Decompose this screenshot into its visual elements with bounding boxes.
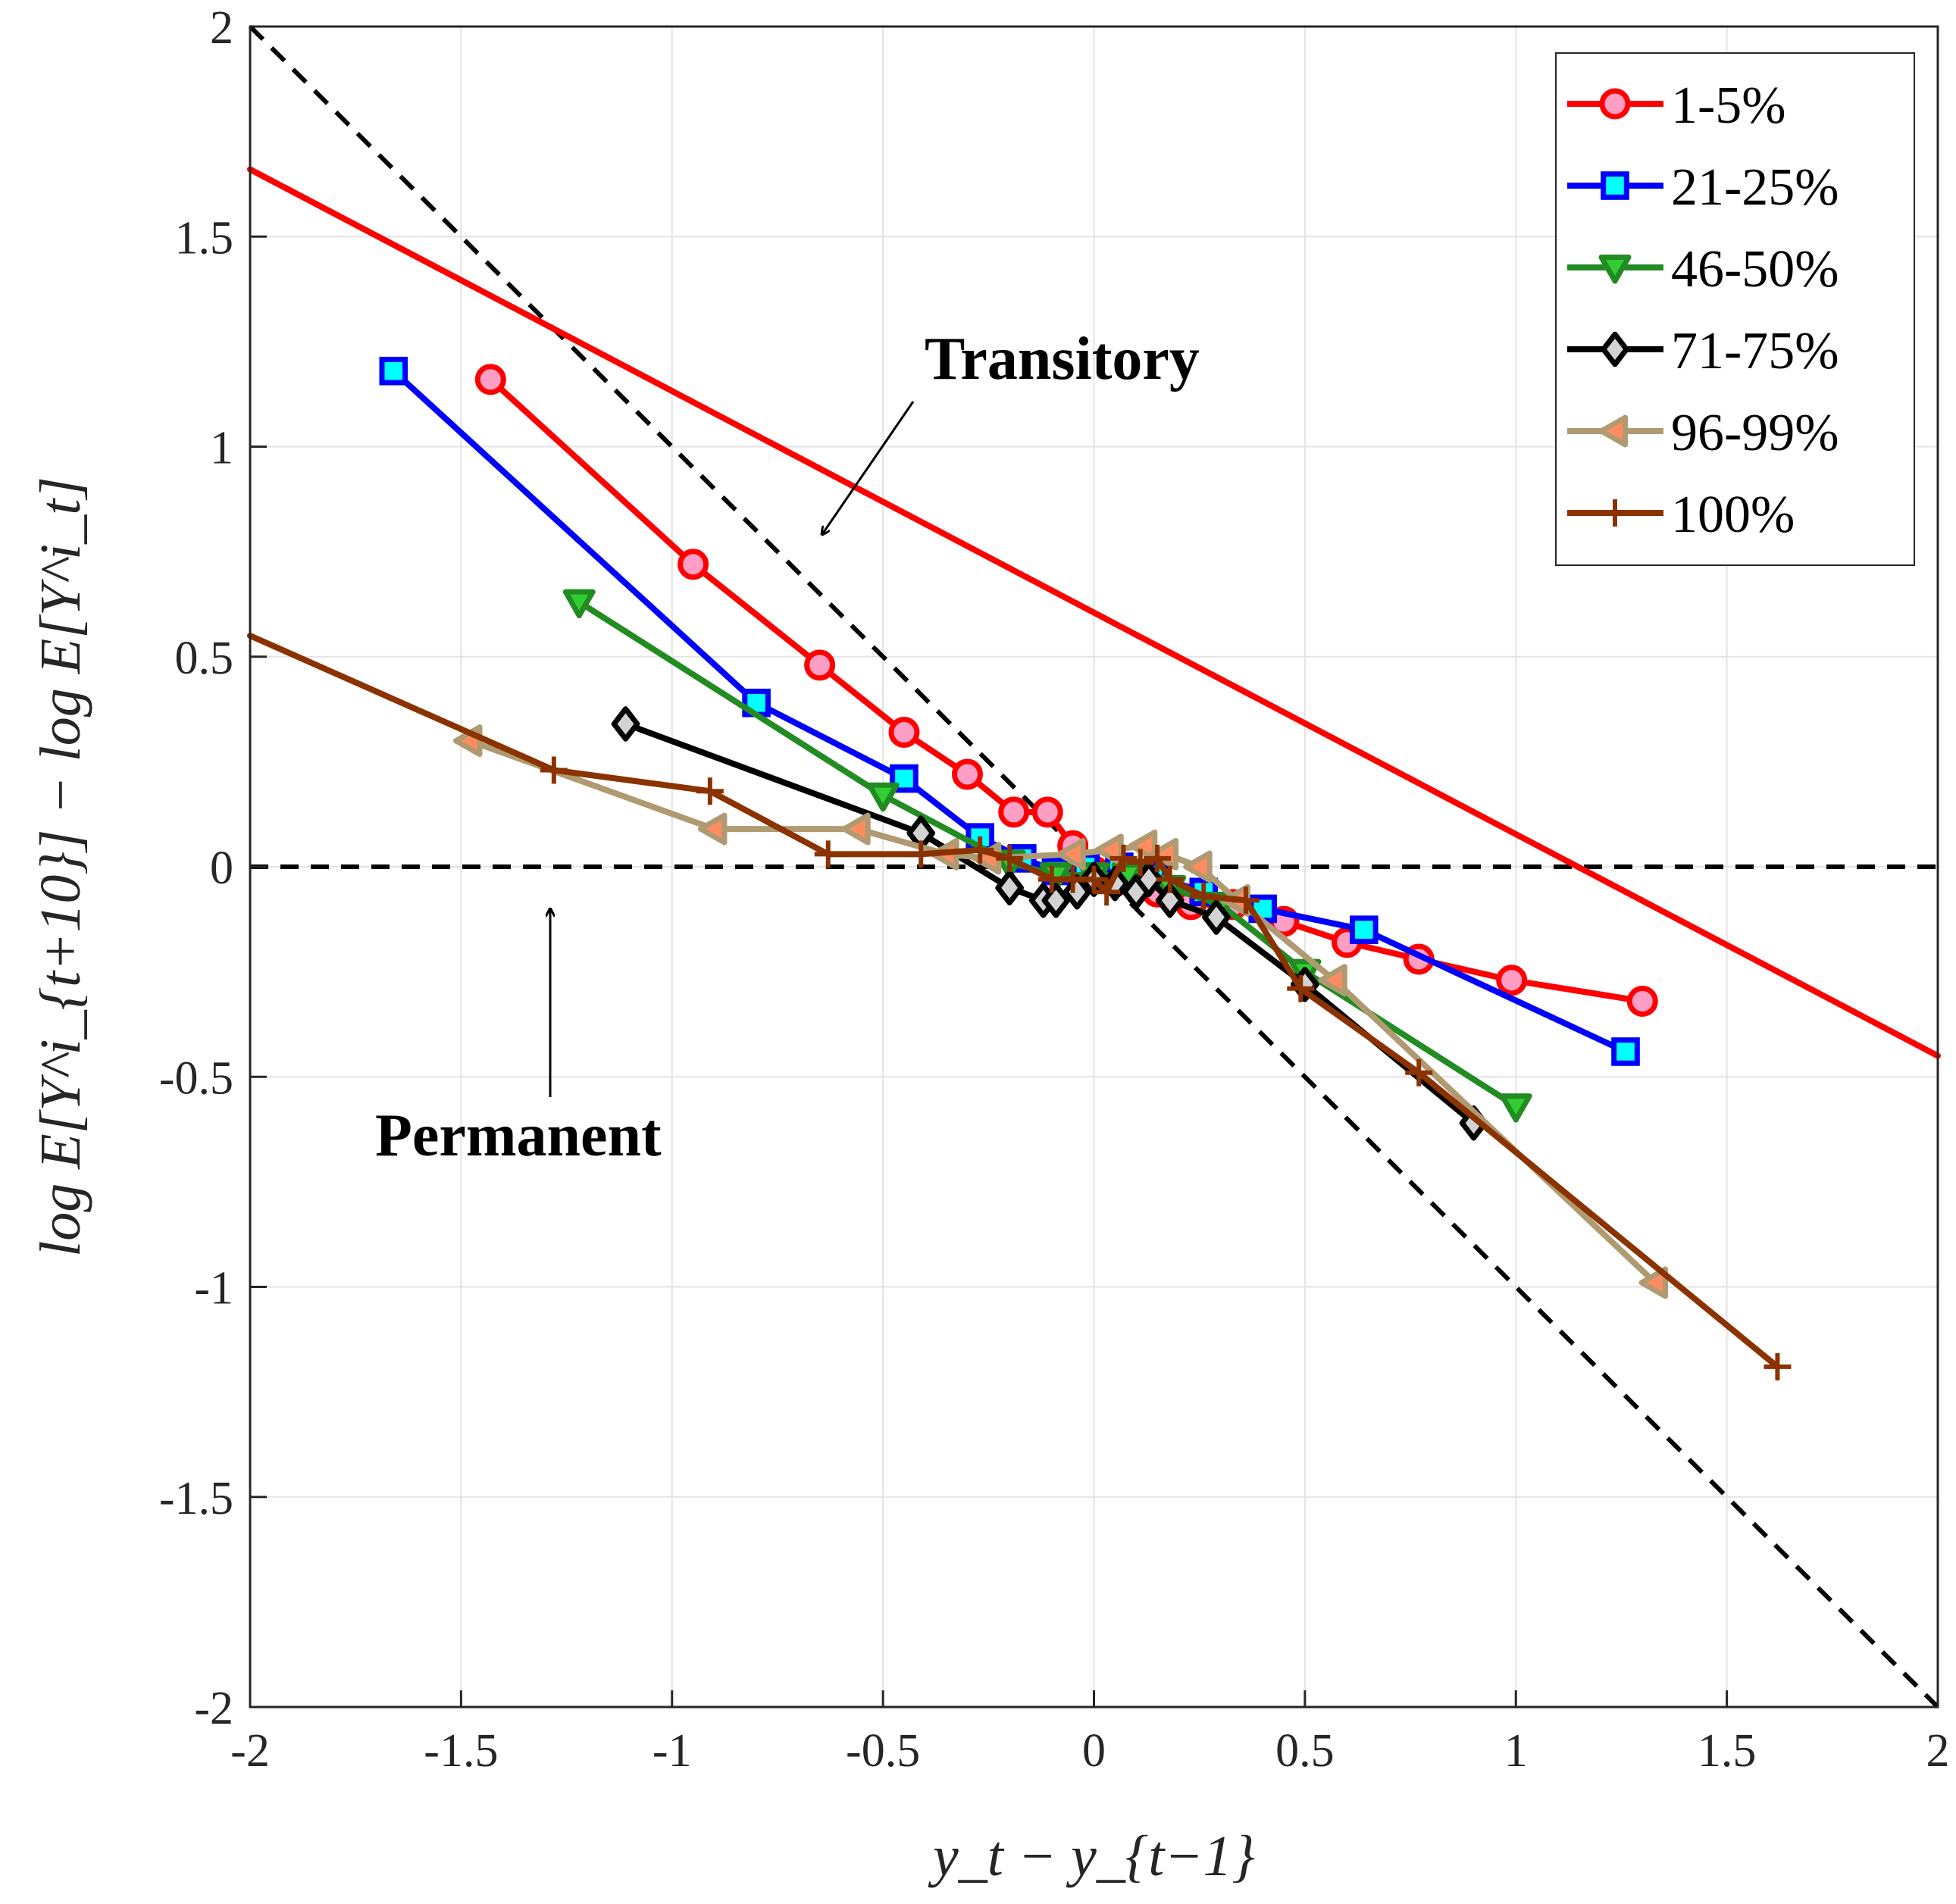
data-point bbox=[814, 840, 842, 868]
y-tick-label: -0.5 bbox=[159, 1052, 233, 1104]
data-point bbox=[841, 812, 871, 846]
y-tick-label: 0 bbox=[210, 843, 233, 894]
data-point bbox=[951, 758, 983, 790]
legend-label: 46-50% bbox=[1671, 240, 1839, 299]
arrow-transitory bbox=[822, 401, 915, 534]
data-point bbox=[888, 717, 920, 749]
x-tick-label: -2 bbox=[230, 1725, 270, 1777]
data-point bbox=[995, 870, 1024, 906]
legend-marker bbox=[1601, 499, 1629, 527]
data-point bbox=[379, 356, 408, 386]
annotations: Transitory Permanent bbox=[375, 326, 1200, 1169]
y-tick-label: 2 bbox=[210, 2, 233, 54]
legend: 1-5% 21-25% 46-50% 71-75% 96-99% 100% bbox=[1555, 52, 1915, 566]
series-line bbox=[488, 377, 1643, 1005]
data-point bbox=[1405, 1058, 1433, 1086]
x-tick-label: 0.5 bbox=[1275, 1725, 1335, 1777]
x-tick-label: -1.5 bbox=[424, 1725, 498, 1777]
series-100% bbox=[247, 633, 1792, 1380]
data-point bbox=[1156, 865, 1184, 893]
data-point bbox=[907, 840, 935, 868]
tick-labels: -2 -1.5 -1 -0.5 0 0.5 1 1.5 2 -2 -1.5 -1 -0.5 0 0.5 1 1.… bbox=[159, 2, 1950, 1777]
series-extension-line bbox=[247, 633, 557, 774]
data-point bbox=[966, 836, 994, 864]
y-tick-label: 1.5 bbox=[175, 212, 234, 264]
data-point bbox=[1611, 1037, 1640, 1066]
series-line bbox=[391, 368, 1627, 1055]
y-axis-label: log E[Y^i_{t+10}] − log E[Y^i_t] bbox=[29, 477, 92, 1257]
data-point bbox=[866, 782, 900, 812]
legend-marker bbox=[1599, 88, 1631, 120]
legend-marker bbox=[1598, 255, 1632, 284]
legend-label: 96-99% bbox=[1671, 404, 1839, 462]
data-point bbox=[1031, 796, 1063, 828]
y-tick-label: 0.5 bbox=[175, 633, 234, 684]
y-tick-label: -2 bbox=[194, 1683, 233, 1734]
data-point bbox=[1155, 883, 1185, 918]
data-point bbox=[1080, 865, 1108, 893]
data-point bbox=[1318, 964, 1347, 997]
data-point bbox=[1109, 844, 1138, 872]
data-point bbox=[1202, 899, 1231, 935]
y-tick-label: -1.5 bbox=[159, 1473, 233, 1524]
legend-label: 71-75% bbox=[1671, 322, 1839, 380]
data-point bbox=[1626, 985, 1658, 1017]
legend-marker bbox=[1598, 414, 1628, 448]
data-point bbox=[697, 812, 728, 846]
series-21-25% bbox=[379, 356, 1640, 1066]
series-lines bbox=[247, 166, 1941, 1380]
data-point bbox=[1183, 850, 1213, 883]
x-tick-label: 0 bbox=[1082, 1725, 1106, 1777]
data-point bbox=[1190, 882, 1218, 910]
legend-marker bbox=[1601, 331, 1629, 367]
x-tick-label: -1 bbox=[653, 1725, 692, 1777]
data-point bbox=[678, 549, 709, 580]
data-point bbox=[1638, 1266, 1668, 1299]
legend-box bbox=[1555, 52, 1915, 566]
y-tick-label: 1 bbox=[210, 423, 233, 474]
data-point bbox=[1231, 886, 1260, 914]
data-point bbox=[998, 796, 1030, 828]
data-point bbox=[474, 364, 506, 395]
legend-marker bbox=[1601, 171, 1629, 200]
data-point bbox=[1093, 878, 1121, 906]
data-point bbox=[611, 706, 640, 742]
data-point bbox=[1056, 837, 1086, 871]
series-extension-line bbox=[247, 166, 1941, 1059]
legend-label: 21-25% bbox=[1671, 158, 1839, 217]
data-point bbox=[1149, 837, 1179, 871]
data-point bbox=[804, 649, 836, 681]
data-point bbox=[1499, 1093, 1532, 1123]
data-point bbox=[562, 589, 596, 619]
data-point bbox=[1496, 965, 1528, 996]
data-point bbox=[696, 777, 724, 805]
y-tick-label: -1 bbox=[194, 1263, 233, 1315]
legend-label: 100% bbox=[1671, 486, 1795, 544]
x-tick-label: -0.5 bbox=[846, 1725, 920, 1777]
data-point bbox=[1144, 844, 1172, 872]
x-tick-label: 1 bbox=[1504, 1725, 1528, 1777]
legend-label: 1-5% bbox=[1671, 77, 1786, 135]
annotation-transitory: Transitory bbox=[925, 326, 1200, 392]
series-line bbox=[468, 737, 1657, 1285]
data-point bbox=[1128, 829, 1158, 862]
x-tick-label: 2 bbox=[1926, 1725, 1950, 1777]
x-tick-label: 1.5 bbox=[1698, 1725, 1757, 1777]
x-axis-label: y_t − y_{t−1} bbox=[928, 1824, 1255, 1888]
data-point bbox=[996, 844, 1024, 872]
data-point bbox=[1764, 1352, 1792, 1380]
data-point bbox=[540, 756, 568, 784]
data-point bbox=[1126, 849, 1154, 877]
data-point bbox=[1287, 974, 1315, 1002]
data-point bbox=[1350, 915, 1379, 944]
annotation-permanent: Permanent bbox=[375, 1102, 662, 1169]
